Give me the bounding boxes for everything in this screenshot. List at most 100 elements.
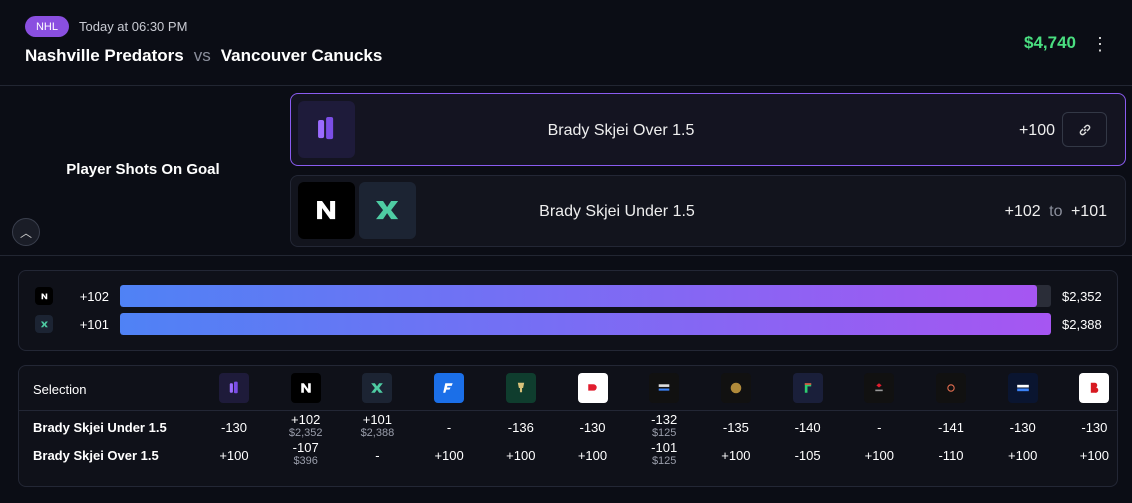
logo-glyph [371,383,384,393]
stake: $2,388 [360,427,395,439]
odds: - [446,420,452,435]
odds: -135 [722,420,749,435]
book-logo [577,373,608,403]
odds-cell[interactable]: -101 $125 [628,440,700,467]
pick-card[interactable]: Brady Skjei Over 1.5 +100 [290,93,1126,166]
odds: - [877,420,882,435]
odds-cell[interactable]: +100 [700,448,772,463]
book-logo [219,373,249,403]
row-label: Brady Skjei Over 1.5 [33,448,159,463]
odds-cell[interactable]: -132 $125 [628,412,700,439]
logo-glyph [1091,382,1099,393]
stake-amount: $2,388 [1062,317,1102,332]
odds: -110 [938,448,964,463]
stake-bar [120,285,1037,307]
odds-cell[interactable]: +100 [485,448,557,463]
book-logo [792,373,823,403]
link-button[interactable] [1062,112,1107,147]
pick-odds: +100 [1018,122,1055,139]
odds: +100 [219,448,249,463]
odds-cell[interactable]: +100 [413,448,485,463]
odds-cell[interactable]: - [413,420,485,435]
divider [0,85,1132,86]
stake-bar [120,313,1051,335]
event-time: Today at 06:30 PM [79,19,188,34]
odds-cell[interactable]: -136 [485,420,557,435]
odds: -101 [651,440,678,455]
odds: -130 [579,420,606,435]
odds-cell[interactable]: -107 $396 [270,440,342,467]
odds-cell[interactable]: -130 [557,420,629,435]
book-logo [505,373,536,403]
to: to [1049,203,1063,220]
odds: +100 [577,448,608,463]
logo-glyph [658,384,670,391]
stake-amount: $2,352 [1062,289,1102,304]
logo-glyph [300,383,311,393]
teams: Nashville Predators vs Vancouver Canucks [25,46,382,66]
logo-glyph [875,383,884,392]
odds: +101 [362,412,393,427]
book-logo [35,315,53,333]
pick-label: Brady Skjei Under 1.5 [539,203,695,220]
odds-cell[interactable]: -130 [198,420,270,435]
odds-cell[interactable]: -140 [772,420,844,435]
logo-glyph [804,383,811,393]
book-logo [649,373,680,403]
odds-cell[interactable]: -135 [700,420,772,435]
menu-button[interactable]: ⋮ [1091,34,1109,54]
book-logo [359,182,416,239]
odds-to: +101 [1070,203,1107,220]
stake-track [120,313,1051,335]
odds: - [375,448,380,463]
table-header: Selection [33,382,87,397]
odds-cell[interactable]: -130 [987,420,1059,435]
odds-cell[interactable]: -105 [772,448,844,463]
odds-cell[interactable]: +102 $2,352 [270,412,342,439]
book-logo [1079,373,1110,403]
odds-cell[interactable]: +100 [987,448,1059,463]
odds: -140 [794,420,821,435]
book-logo [362,373,393,403]
odds: -132 [651,412,678,427]
collapse-button[interactable]: ︿ [12,218,40,246]
book-logo [35,287,53,305]
logo-glyph [947,384,955,392]
odds: -130 [1009,420,1036,435]
stake: $125 [651,455,677,467]
odds-cell[interactable]: -110 [915,448,987,463]
odds: -136 [507,420,534,435]
divider [0,255,1132,256]
pick-card[interactable]: Brady Skjei Under 1.5 +102 to +101 [290,175,1126,247]
logo-glyph [40,321,48,327]
logo-glyph [443,383,453,393]
odds-cell[interactable]: +100 [843,448,915,463]
odds-from: +102 [1004,203,1041,220]
logo-glyph [730,382,742,394]
home-team: Nashville Predators [25,46,184,65]
odds-cell[interactable]: +101 $2,388 [341,412,413,439]
logo-glyph [229,381,238,394]
book-logo [864,373,895,403]
vs: vs [193,46,211,65]
odds-cell[interactable]: +100 [198,448,270,463]
logo-glyph [317,201,336,220]
odds-cell[interactable]: - [843,420,915,435]
odds: +100 [506,448,536,463]
league-badge[interactable]: NHL [25,16,69,37]
divider [19,410,1117,411]
odds: +100 [721,448,751,463]
odds: -141 [937,420,965,435]
book-logo [434,373,465,403]
odds-cell[interactable]: -130 [1058,420,1130,435]
odds-cell[interactable]: +100 [1058,448,1130,463]
odds-cell[interactable]: - [341,448,413,463]
odds-cell[interactable]: -141 [915,420,987,435]
total-amount: $4,740 [1024,33,1076,52]
logo-glyph [517,382,524,393]
pick-odds-range: +102 to +101 [1005,203,1107,221]
logo-glyph [1016,384,1029,392]
odds: +100 [1008,448,1038,463]
odds-cell[interactable]: +100 [557,448,629,463]
